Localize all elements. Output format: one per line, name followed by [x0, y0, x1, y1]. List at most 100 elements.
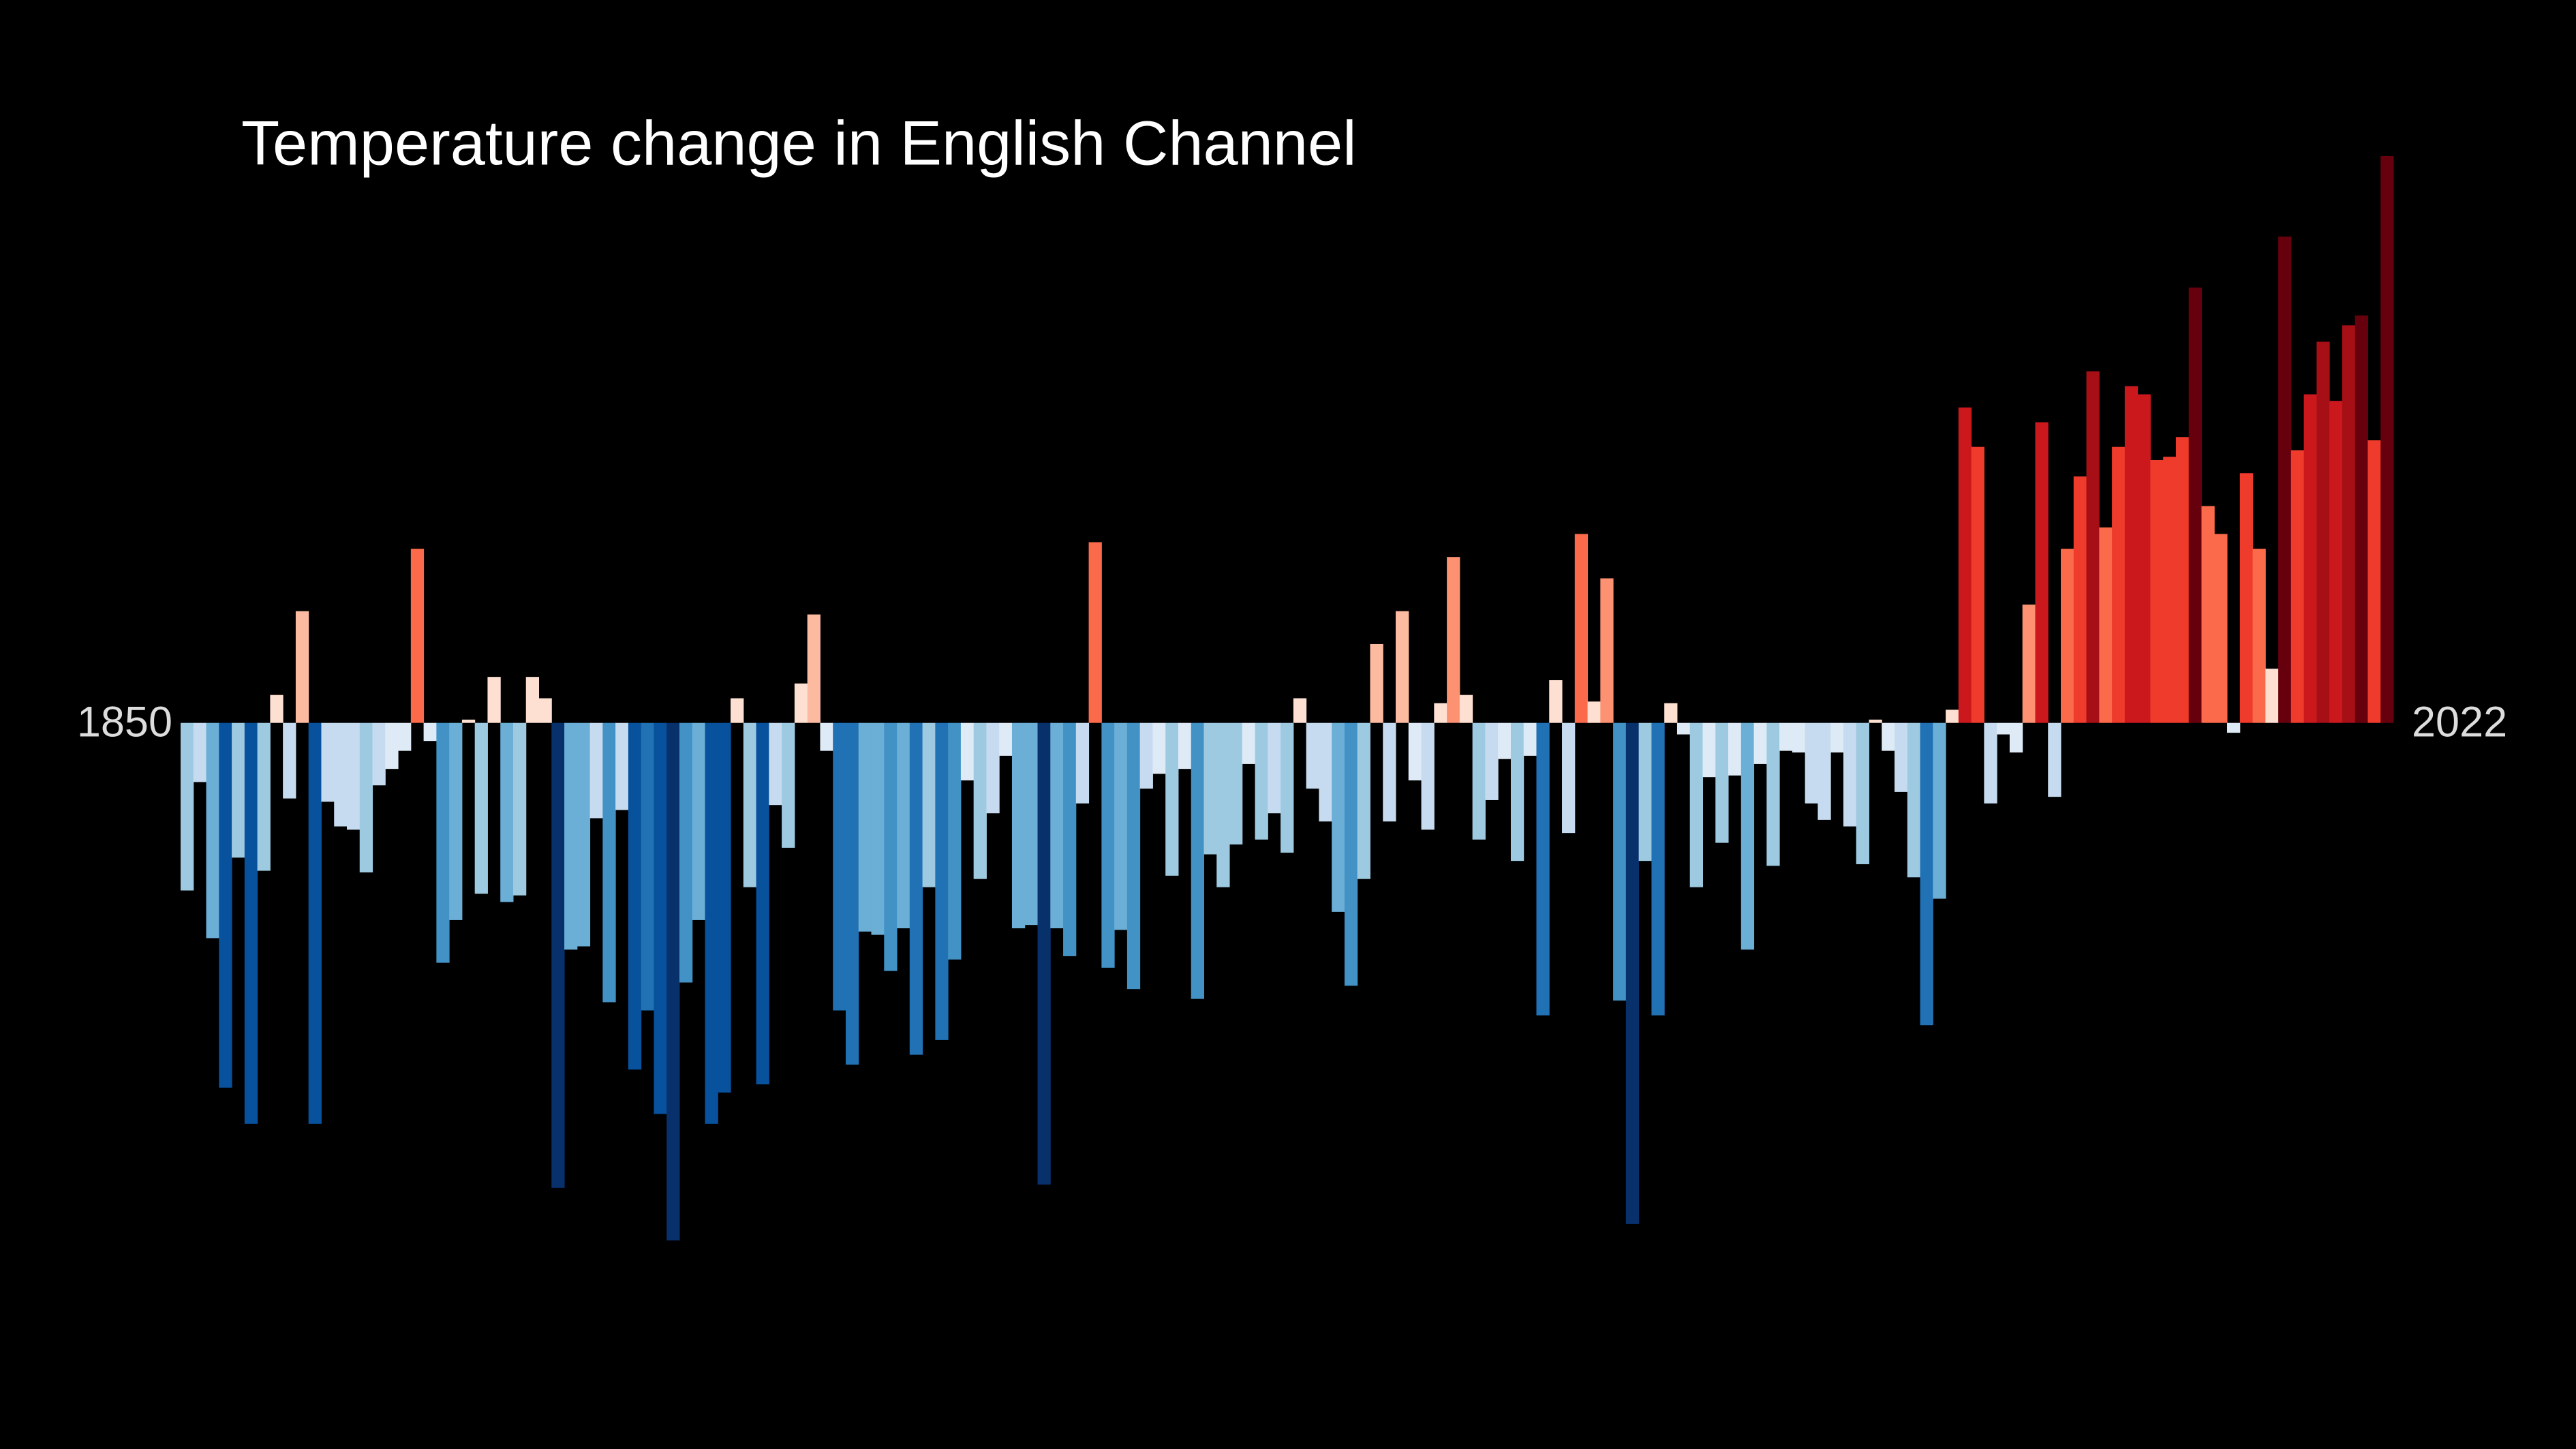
bar [1562, 722, 1576, 834]
bar [871, 722, 885, 935]
bar [2124, 386, 2138, 723]
bar [807, 614, 821, 723]
bar [1178, 722, 1192, 769]
bar [1907, 722, 1921, 878]
bar [2329, 401, 2343, 723]
bar [2367, 440, 2381, 723]
bar [1779, 722, 1793, 751]
bar [2303, 394, 2317, 723]
chart-title: Temperature change in English Channel [241, 108, 1357, 178]
start-year-label: 1850 [77, 699, 172, 746]
bar [1613, 722, 1627, 1001]
bar [1741, 722, 1755, 950]
bar [909, 722, 923, 1055]
bar [1997, 722, 2010, 735]
bar [1396, 611, 1409, 723]
bar [2355, 315, 2368, 723]
bar [398, 722, 412, 751]
bar [1510, 722, 1524, 861]
bar [1882, 722, 1895, 751]
bar [1625, 722, 1640, 1224]
bar [410, 549, 425, 723]
bar [2061, 549, 2074, 723]
bar [1600, 578, 1614, 723]
bar [1651, 722, 1665, 1016]
bar [2163, 457, 2177, 723]
bar [1933, 722, 1946, 899]
bar [973, 722, 987, 879]
bar [436, 722, 450, 963]
bar [538, 698, 552, 723]
bar [308, 722, 322, 1124]
bar [897, 722, 910, 928]
bar [2239, 473, 2254, 723]
bar [602, 722, 616, 1003]
bar [1587, 701, 1601, 723]
bar [2227, 722, 2241, 733]
bar [193, 722, 207, 782]
bar [1574, 534, 1589, 723]
bar [1408, 722, 1422, 781]
bar [1152, 722, 1166, 774]
bar [1037, 722, 1051, 1185]
bar [423, 722, 437, 742]
bar [1229, 722, 1243, 845]
bar [244, 722, 258, 1124]
bar [948, 722, 962, 960]
bar [2290, 450, 2305, 723]
bar [1114, 722, 1128, 930]
bar [2009, 722, 2023, 753]
bar [1255, 722, 1268, 840]
bar [718, 722, 731, 1093]
bar [2252, 549, 2266, 723]
bar [2035, 422, 2049, 723]
bar [1293, 698, 1307, 723]
bar [628, 722, 642, 1070]
bar [1728, 722, 1742, 776]
bar [1664, 703, 1678, 723]
bar [1383, 722, 1396, 822]
bar [833, 722, 846, 1011]
bar [461, 719, 476, 723]
bar [1818, 722, 1831, 820]
bar [321, 722, 335, 802]
bar [1281, 722, 1294, 853]
bar [769, 722, 782, 806]
bar [858, 722, 872, 932]
bar [2150, 459, 2164, 723]
bar [2380, 156, 2394, 723]
bar [1370, 643, 1383, 723]
bar [525, 677, 540, 723]
bar [743, 722, 757, 887]
bar [1958, 407, 1972, 723]
bar [1843, 722, 1857, 827]
end-year-label: 2022 [2412, 699, 2507, 746]
bar [2188, 287, 2202, 723]
bar [1319, 722, 1332, 822]
bar [641, 722, 654, 1011]
bar [283, 722, 296, 799]
bar [999, 722, 1013, 756]
bar [1702, 722, 1716, 778]
bar [2342, 325, 2356, 723]
bar [359, 722, 373, 873]
bar [1549, 680, 1563, 723]
bar [1306, 722, 1319, 789]
bar [564, 722, 578, 950]
bar [2175, 437, 2190, 723]
bar [2086, 371, 2100, 723]
bar [1344, 722, 1358, 986]
bar [1472, 722, 1486, 840]
bar [1715, 722, 1729, 843]
bar [500, 722, 514, 902]
bar [385, 722, 399, 769]
bar [1920, 722, 1933, 1026]
bar [705, 722, 718, 1124]
bar [181, 722, 194, 891]
bar [2265, 669, 2279, 723]
bar [845, 722, 859, 1065]
bar [1459, 695, 1473, 723]
bar [257, 722, 271, 871]
